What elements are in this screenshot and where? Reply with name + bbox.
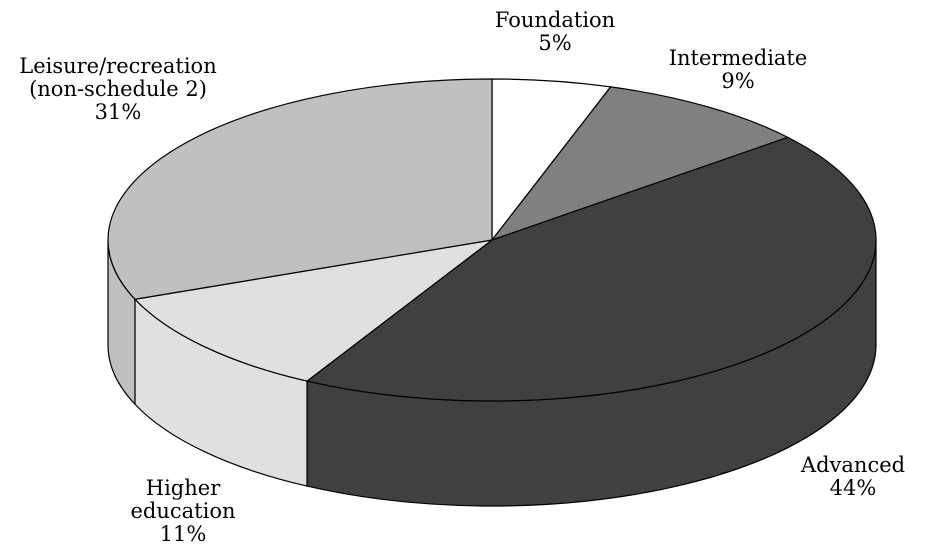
slice-category: Foundation [495, 8, 615, 32]
slice-category: Higher [146, 476, 221, 500]
slice-label-0: Foundation 5% [495, 8, 615, 55]
slice-label-4: Leisure/recreation (non-schedule 2) 31% [19, 54, 216, 124]
pie-slice-2 [306, 136, 877, 402]
pie-top-faces [107, 78, 877, 402]
pie-slice-3 [134, 239, 493, 382]
slice-percent: 44% [830, 476, 877, 500]
slice-category: Advanced [800, 453, 905, 477]
pie-slice-1 [491, 86, 789, 241]
pie-slice-4 [107, 78, 493, 300]
slice-category: Intermediate [669, 46, 808, 70]
slice-label-1: Intermediate 9% [669, 46, 808, 93]
slice-percent: 5% [538, 31, 571, 55]
pie-labels: Foundation 5% Intermediate 9% Advanced 44% Hig… [19, 8, 905, 546]
slice-percent: 11% [160, 522, 207, 546]
slice-category: Leisure/recreation [19, 54, 216, 78]
slice-category: education [131, 499, 236, 523]
slice-percent: 9% [721, 69, 754, 93]
slice-percent: 31% [95, 100, 142, 124]
slice-category: (non-schedule 2) [29, 77, 207, 101]
slice-label-3: Higher education 11% [131, 476, 236, 546]
slice-label-2: Advanced 44% [800, 453, 905, 500]
